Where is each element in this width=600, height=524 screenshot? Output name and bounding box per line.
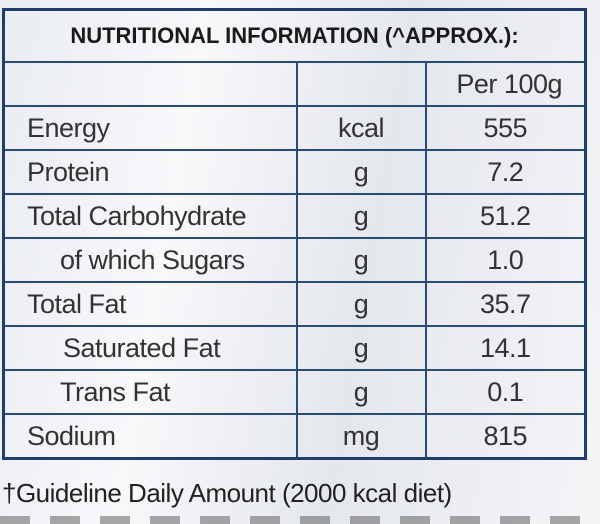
- table-row: of which Sugars g 1.0: [2, 237, 587, 283]
- table-row: Total Carbohydrate g 51.2: [2, 193, 587, 239]
- table-row: Saturated Fat g 14.1: [2, 325, 587, 371]
- table-row: Energy kcal 555: [2, 105, 587, 151]
- nutrient-unit: g: [295, 193, 427, 239]
- table-row: Total Fat g 35.7: [2, 281, 587, 327]
- table-row: Sodium mg 815: [2, 413, 587, 460]
- nutrient-name: Sodium: [2, 413, 298, 460]
- nutrient-value: 14.1: [424, 325, 587, 371]
- per-100g-header: Per 100g: [424, 61, 587, 107]
- nutrient-name: Total Carbohydrate: [2, 193, 298, 239]
- nutrient-value: 35.7: [424, 281, 587, 327]
- nutrient-unit: g: [295, 281, 427, 327]
- nutrient-unit: g: [295, 369, 427, 415]
- table-row: Trans Fat g 0.1: [2, 369, 587, 415]
- nutrient-name: Saturated Fat: [2, 325, 298, 371]
- cropped-text-line: [0, 516, 600, 524]
- footnote: †Guideline Daily Amount (2000 kcal diet): [2, 478, 452, 508]
- nutrient-value: 0.1: [424, 369, 587, 415]
- nutrient-unit: g: [295, 237, 427, 283]
- nutrient-name: Total Fat: [2, 281, 298, 327]
- table-row: Protein g 7.2: [2, 149, 587, 195]
- nutrient-value: 815: [424, 413, 587, 460]
- nutrient-unit: g: [295, 325, 427, 371]
- nutrition-table: NUTRITIONAL INFORMATION (^APPROX.): Per …: [2, 8, 587, 460]
- nutrient-value: 7.2: [424, 149, 587, 195]
- nutrient-value: 1.0: [424, 237, 587, 283]
- nutrient-name: of which Sugars: [2, 237, 298, 283]
- nutrient-value: 51.2: [424, 193, 587, 239]
- nutrient-unit: kcal: [295, 105, 427, 151]
- table-title: NUTRITIONAL INFORMATION (^APPROX.):: [2, 8, 587, 63]
- nutrient-unit: mg: [295, 413, 427, 460]
- header-blank-name: [2, 61, 298, 107]
- nutrient-unit: g: [295, 149, 427, 195]
- nutrient-value: 555: [424, 105, 587, 151]
- nutrient-name: Trans Fat: [2, 369, 298, 415]
- nutrient-name: Protein: [2, 149, 298, 195]
- header-blank-unit: [295, 61, 427, 107]
- nutrient-name: Energy: [2, 105, 298, 151]
